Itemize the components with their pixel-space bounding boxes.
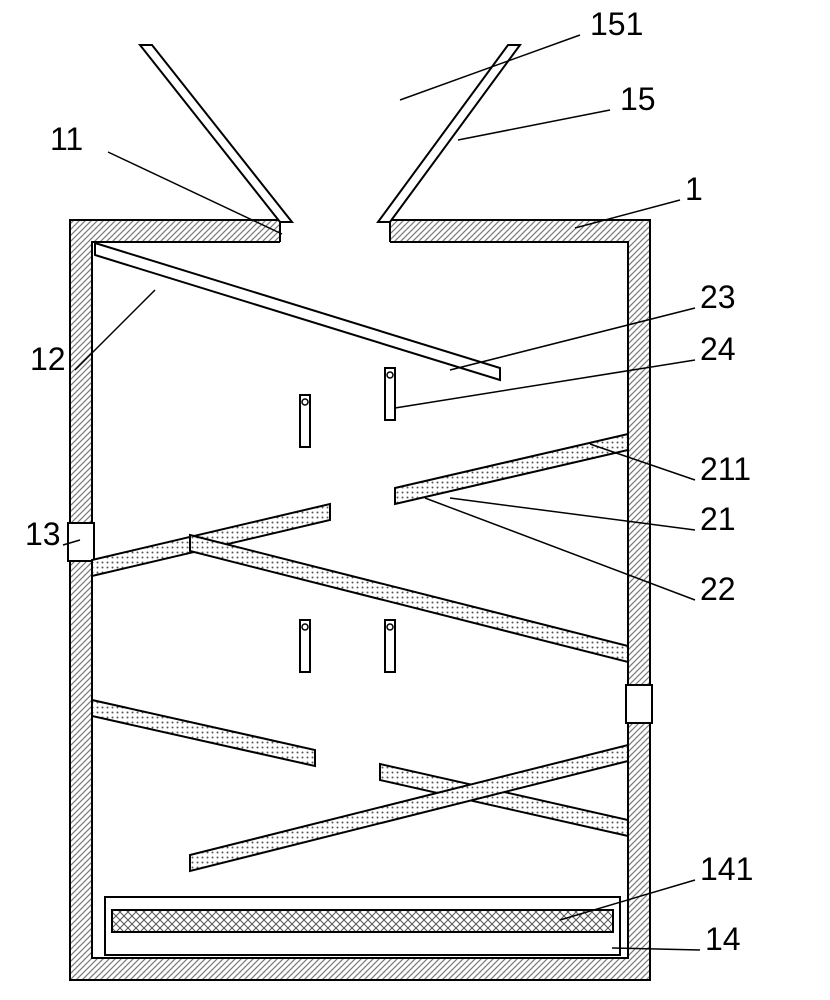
label-21: 21 [700,501,736,537]
side-notch-right [626,685,652,723]
leader-line-21 [450,498,695,530]
screen-plate-2 [190,535,628,662]
label-14: 14 [705,921,741,957]
bottom-tray [105,897,620,955]
leader-line-23 [450,308,695,370]
vertical-stubs-lower [300,620,395,672]
label-151: 151 [590,6,643,42]
label-11: 11 [50,121,83,157]
leader-line-151 [400,35,580,100]
label-1: 1 [685,171,703,207]
label-211: 211 [700,451,751,487]
label-13: 13 [25,516,61,552]
hopper [140,45,520,222]
technical-diagram: 1511511123241221113212214114 [0,0,830,1000]
label-23: 23 [700,279,736,315]
label-22: 22 [700,571,736,607]
vertical-stubs-upper [300,368,395,447]
label-12: 12 [30,341,66,377]
leader-line-22 [425,498,695,600]
label-15: 15 [620,81,656,117]
screen-plate-1 [92,434,628,576]
label-24: 24 [700,331,736,367]
inclined-plate [95,243,500,380]
label-141: 141 [700,851,753,887]
leader-line-14 [612,948,700,950]
leader-line-15 [458,110,610,140]
